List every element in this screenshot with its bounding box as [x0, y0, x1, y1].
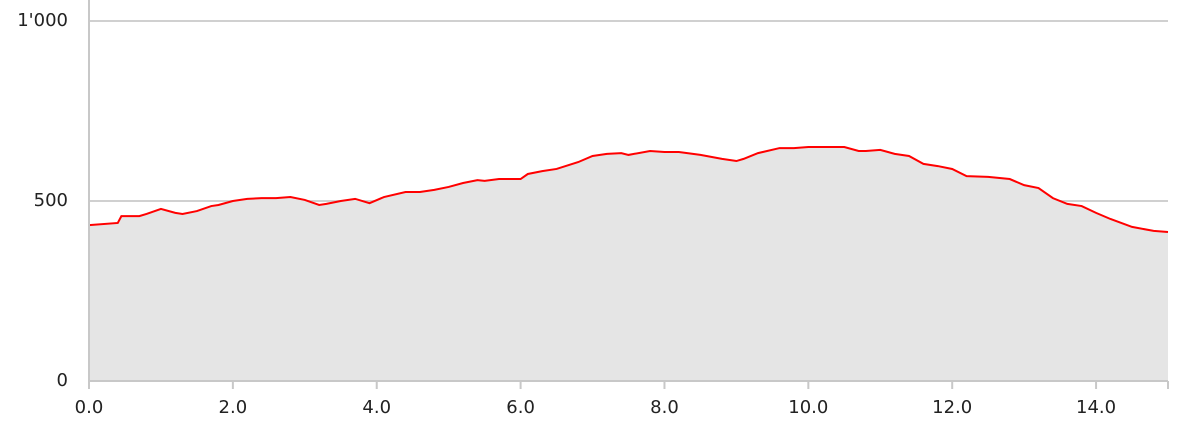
x-tick-label: 10.0 [788, 397, 828, 418]
area-line [88, 146, 1169, 233]
area-fill [89, 147, 1168, 381]
x-tick-label: 12.0 [932, 397, 972, 418]
x-tick-label: 0.0 [75, 397, 104, 418]
x-tick-label: 4.0 [362, 397, 391, 418]
x-tick-label: 6.0 [506, 397, 535, 418]
x-tick-label: 2.0 [219, 397, 248, 418]
y-tick-label: 500 [34, 190, 68, 211]
x-tick-label: 8.0 [650, 397, 679, 418]
y-tick-label: 1'000 [17, 10, 68, 31]
x-tick-label: 14.0 [1076, 397, 1116, 418]
y-tick-label: 0 [57, 370, 68, 391]
